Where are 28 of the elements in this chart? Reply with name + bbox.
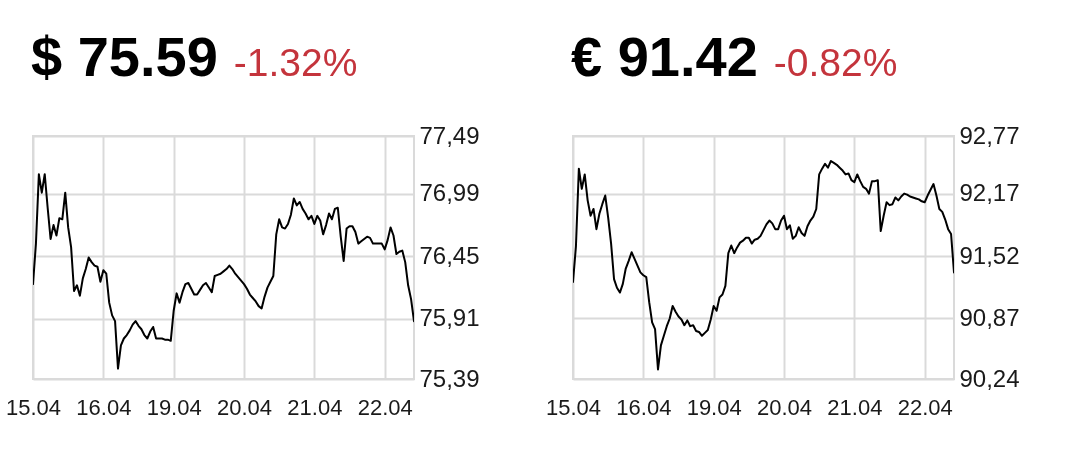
chart-subtitle: -0.82% (773, 41, 898, 84)
y-tick-label: 90,87 (959, 303, 1020, 331)
x-tick-label: 15.04 (545, 394, 602, 420)
y-tick-label: 75,39 (419, 364, 480, 392)
chart-subtitle: -1.32% (233, 41, 358, 84)
x-tick-label: 20.04 (216, 394, 273, 420)
y-tick-label: 76,99 (419, 179, 480, 207)
y-tick-label: 91,52 (959, 241, 1020, 269)
chart-title: € 91.42 (571, 25, 758, 88)
x-tick-label: 16.04 (76, 394, 132, 420)
chart-title: $ 75.59 (31, 25, 218, 88)
x-tick-label: 19.04 (686, 394, 742, 420)
y-tick-label: 92,77 (959, 121, 1020, 149)
y-tick-label: 90,24 (959, 364, 1020, 392)
y-tick-label: 92,17 (959, 179, 1020, 207)
line-series (33, 173, 414, 370)
y-tick-label: 77,49 (419, 121, 480, 149)
x-tick-label: 15.04 (5, 394, 62, 420)
y-tick-label: 75,91 (419, 304, 480, 332)
x-tick-label: 22.04 (897, 394, 953, 420)
x-tick-label: 21.04 (287, 394, 343, 420)
line-series (573, 159, 954, 371)
y-tick-label: 76,45 (419, 241, 480, 269)
x-tick-label: 20.04 (756, 394, 813, 420)
x-tick-label: 21.04 (827, 394, 883, 420)
x-tick-label: 16.04 (616, 394, 672, 420)
x-tick-label: 22.04 (357, 394, 413, 420)
x-tick-label: 19.04 (146, 394, 202, 420)
